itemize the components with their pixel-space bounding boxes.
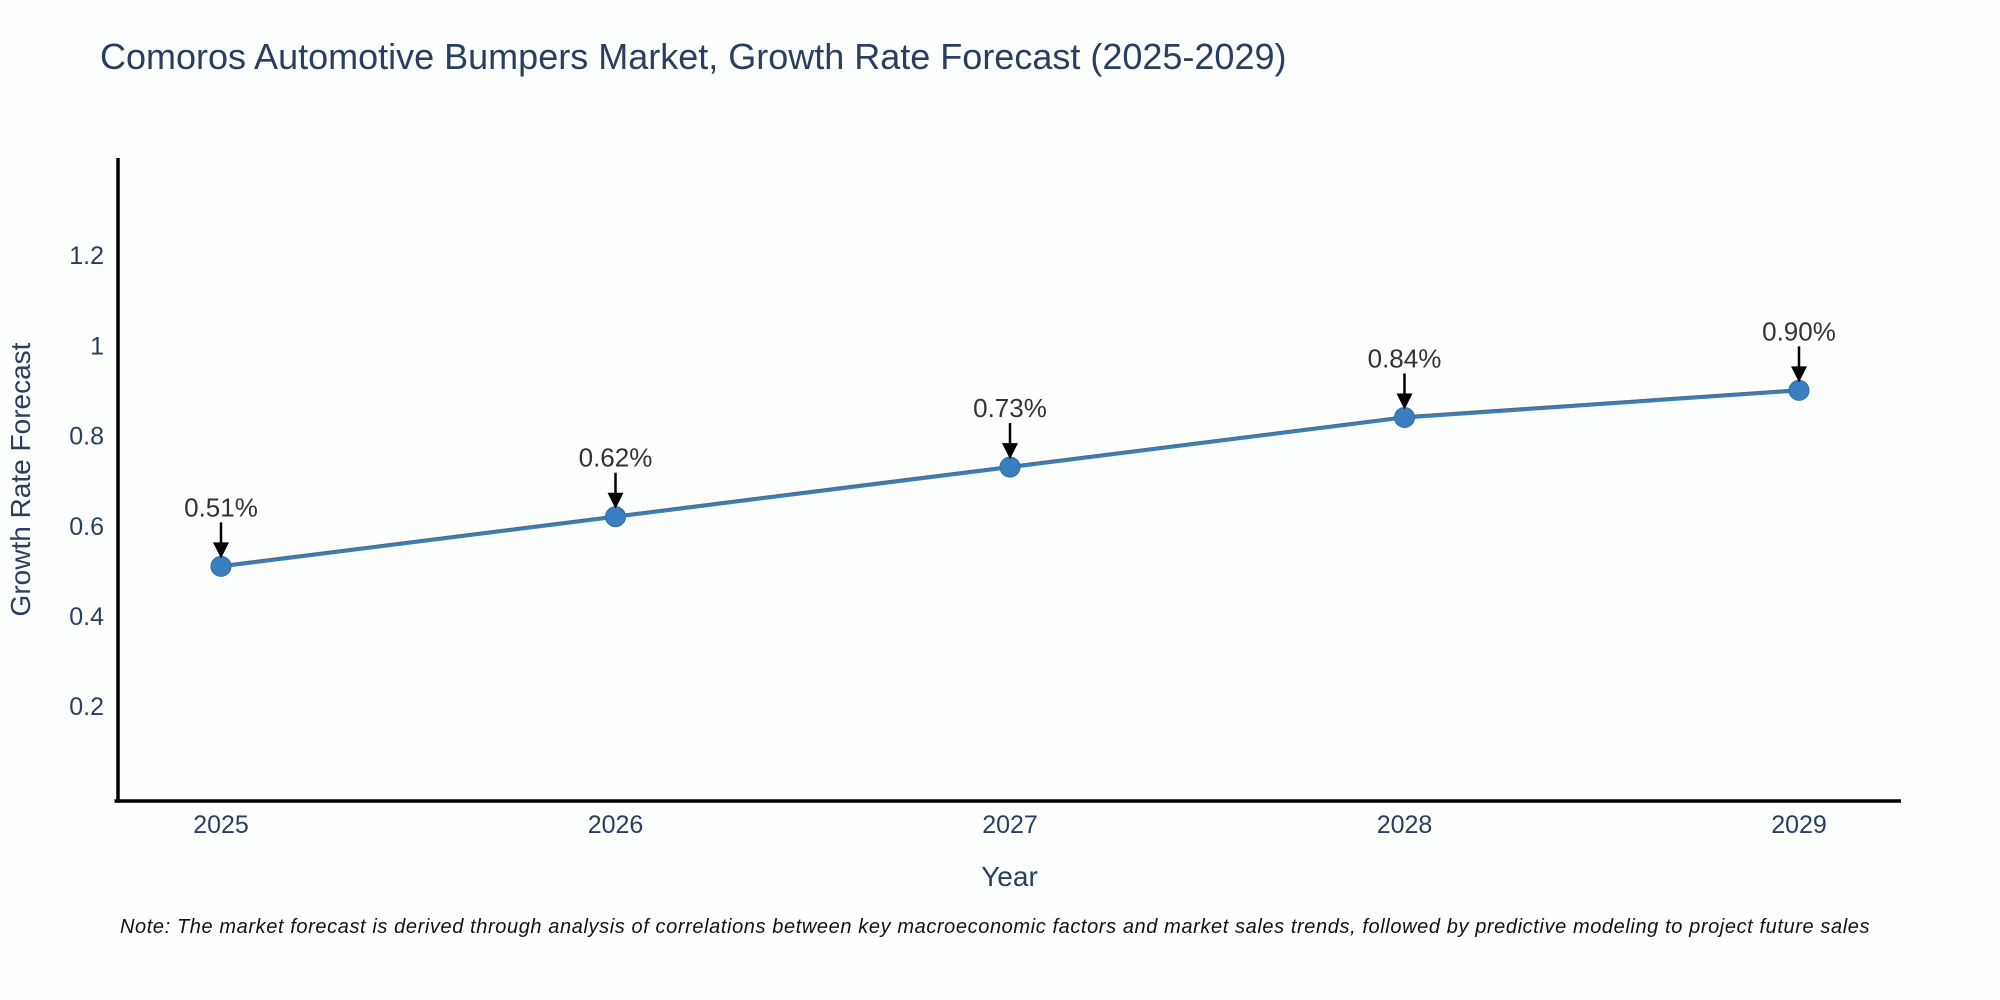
annotation-arrow-head [1396, 393, 1413, 410]
point-value-label: 0.62% [579, 443, 653, 473]
point-value-label: 0.84% [1368, 343, 1442, 373]
y-axis-title: Growth Rate Forecast [5, 342, 36, 616]
annotation-arrow-head [213, 542, 229, 559]
x-tick-label: 2026 [588, 811, 644, 839]
annotation-arrow-head [607, 492, 624, 509]
x-tick-label: 2027 [982, 811, 1038, 839]
point-value-label: 0.90% [1762, 316, 1836, 346]
y-tick-label: 0.4 [69, 603, 104, 631]
chart-title: Comoros Automotive Bumpers Market, Growt… [100, 36, 1287, 77]
y-tick-label: 1.2 [69, 242, 104, 270]
data-point-marker [999, 456, 1021, 478]
x-tick-label: 2025 [193, 811, 249, 839]
data-point-marker [210, 555, 232, 577]
y-tick-label: 0.2 [69, 693, 104, 721]
footnote: Note: The market forecast is derived thr… [120, 916, 1871, 938]
x-tick-label: 2029 [1771, 811, 1827, 839]
data-point-marker [605, 506, 626, 528]
point-value-label: 0.51% [184, 492, 258, 522]
y-tick-label: 0.8 [69, 423, 104, 451]
y-tick-label: 1 [90, 332, 104, 360]
x-tick-label: 2028 [1377, 811, 1433, 839]
annotation-arrow-head [1791, 366, 1807, 383]
y-tick-label: 0.6 [69, 513, 104, 541]
x-axis-title: Year [981, 861, 1038, 892]
annotation-arrow-head [1002, 443, 1018, 460]
data-point-marker [1788, 379, 1810, 401]
data-point-marker [1394, 406, 1415, 428]
point-value-label: 0.73% [973, 393, 1047, 423]
